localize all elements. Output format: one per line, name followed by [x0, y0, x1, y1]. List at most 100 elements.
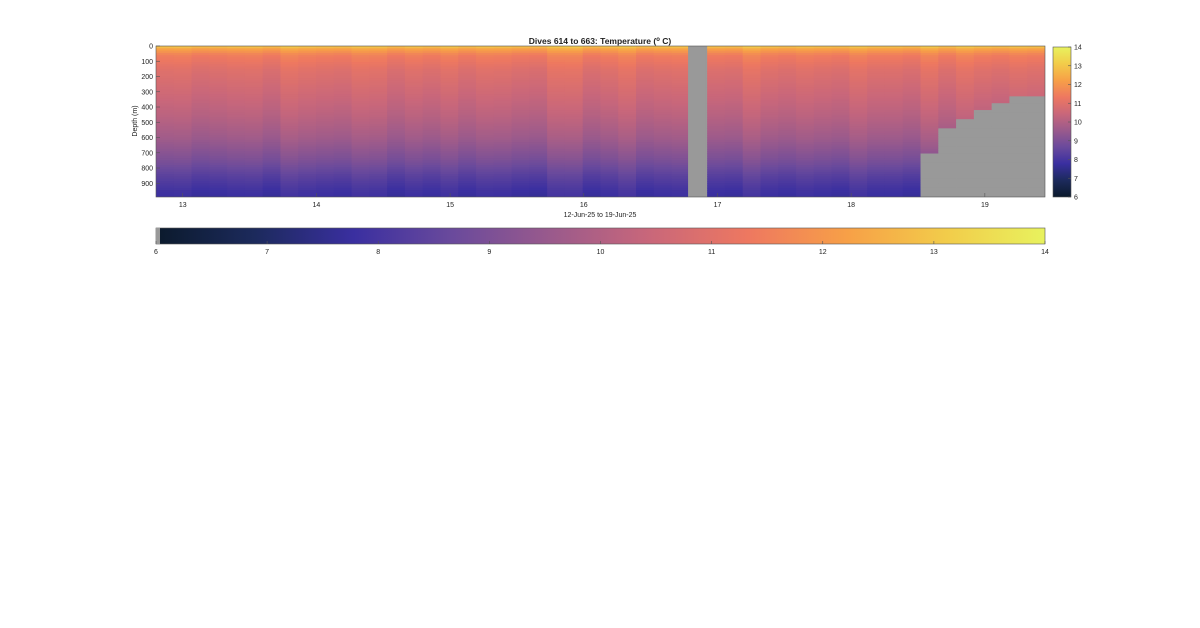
heatmap-cell: [849, 132, 868, 136]
heatmap-cell: [316, 178, 335, 182]
heatmap-cell: [280, 126, 299, 129]
heatmap-cell: [778, 185, 797, 189]
heatmap-cell: [671, 153, 690, 157]
heatmap-cell: [636, 130, 655, 134]
heatmap-cell: [280, 71, 299, 75]
heatmap-cell: [636, 59, 655, 63]
heatmap-cell: [333, 73, 353, 77]
heatmap-cell: [849, 128, 868, 132]
heatmap-cell: [902, 121, 922, 125]
heatmap-cell: [813, 128, 833, 132]
heatmap-cell: [316, 160, 335, 164]
heatmap-cell: [244, 80, 264, 84]
heatmap-cell: [938, 110, 957, 113]
heatmap-cell: [760, 110, 779, 113]
heatmap-cell: [547, 192, 566, 196]
heatmap-cell: [209, 80, 228, 84]
heatmap-cell: [209, 146, 228, 150]
heatmap-cell: [724, 121, 744, 125]
heatmap-cell: [582, 57, 602, 61]
heatmap-cell: [831, 114, 851, 118]
heatmap-cell: [920, 130, 939, 134]
heatmap-cell: [529, 119, 548, 123]
heatmap-cell: [244, 137, 264, 141]
heatmap-cell: [422, 128, 442, 132]
heatmap-cell: [458, 46, 477, 49]
heatmap-cell: [493, 187, 513, 191]
heatmap-cell: [351, 112, 370, 116]
heatmap-cell: [973, 82, 993, 86]
heatmap-cell: [280, 185, 299, 189]
heatmap-cell: [227, 190, 246, 194]
heatmap-cell: [156, 176, 175, 180]
heatmap-cell: [280, 190, 299, 194]
heatmap-cell: [547, 139, 566, 143]
heatmap-cell: [707, 48, 726, 52]
heatmap-cell: [778, 148, 797, 152]
missing-data-cell: [1009, 151, 1028, 155]
heatmap-cell: [422, 78, 442, 81]
heatmap-cell: [920, 96, 939, 100]
heatmap-cell: [476, 73, 495, 77]
heatmap-cell: [867, 116, 886, 120]
heatmap-cell: [333, 48, 353, 52]
heatmap-cell: [849, 105, 868, 109]
heatmap-cell: [387, 80, 406, 84]
heatmap-cell: [600, 144, 619, 148]
heatmap-cell: [440, 110, 459, 113]
heatmap-cell: [404, 126, 424, 129]
heatmap-cell: [476, 71, 495, 75]
missing-data-cell: [938, 180, 957, 184]
heatmap-cell: [582, 94, 602, 97]
heatmap-cell: [333, 130, 353, 134]
heatmap-cell: [796, 185, 815, 189]
heatmap-cell: [884, 55, 904, 59]
heatmap-cell: [493, 130, 513, 134]
missing-data-cell: [1027, 103, 1045, 107]
heatmap-cell: [493, 144, 513, 148]
missing-data-cell: [1027, 180, 1045, 184]
heatmap-cell: [369, 187, 388, 191]
heatmap-cell: [564, 130, 584, 134]
heatmap-cell: [316, 171, 335, 175]
heatmap-cell: [547, 148, 566, 152]
heatmap-cell: [280, 194, 299, 197]
heatmap-cell: [636, 164, 655, 168]
heatmap-cell: [653, 174, 673, 178]
heatmap-cell: [262, 194, 282, 197]
heatmap-cell: [387, 75, 406, 79]
heatmap-cell: [991, 55, 1011, 59]
heatmap-cell: [191, 82, 210, 86]
heatmap-cell: [653, 148, 673, 152]
heatmap-cell: [227, 151, 246, 155]
heatmap-cell: [404, 171, 424, 175]
heatmap-cell: [173, 180, 193, 184]
heatmap-cell: [956, 87, 975, 91]
heatmap-cell: [867, 132, 886, 136]
heatmap-cell: [582, 153, 602, 157]
heatmap-cell: [671, 126, 690, 129]
heatmap-cell: [849, 151, 868, 155]
heatmap-cell: [796, 75, 815, 79]
heatmap-cell: [209, 174, 228, 178]
vertical-colorbar-tick-label: 13: [1074, 63, 1082, 70]
heatmap-cell: [404, 46, 424, 49]
heatmap-cell: [813, 139, 833, 143]
heatmap-cell: [813, 48, 833, 52]
heatmap-cell: [796, 162, 815, 166]
heatmap-cell: [156, 66, 175, 70]
heatmap-cell: [244, 146, 264, 150]
heatmap-cell: [653, 139, 673, 143]
heatmap-cell: [813, 110, 833, 113]
heatmap-cell: [493, 128, 513, 132]
heatmap-cell: [938, 62, 957, 65]
heatmap-cell: [387, 144, 406, 148]
heatmap-cell: [511, 80, 530, 84]
missing-data-cell: [1009, 100, 1028, 104]
heatmap-cell: [511, 146, 530, 150]
heatmap-cell: [796, 112, 815, 116]
heatmap-cell: [831, 162, 851, 166]
heatmap-cell: [387, 52, 406, 56]
heatmap-cell: [227, 98, 246, 102]
